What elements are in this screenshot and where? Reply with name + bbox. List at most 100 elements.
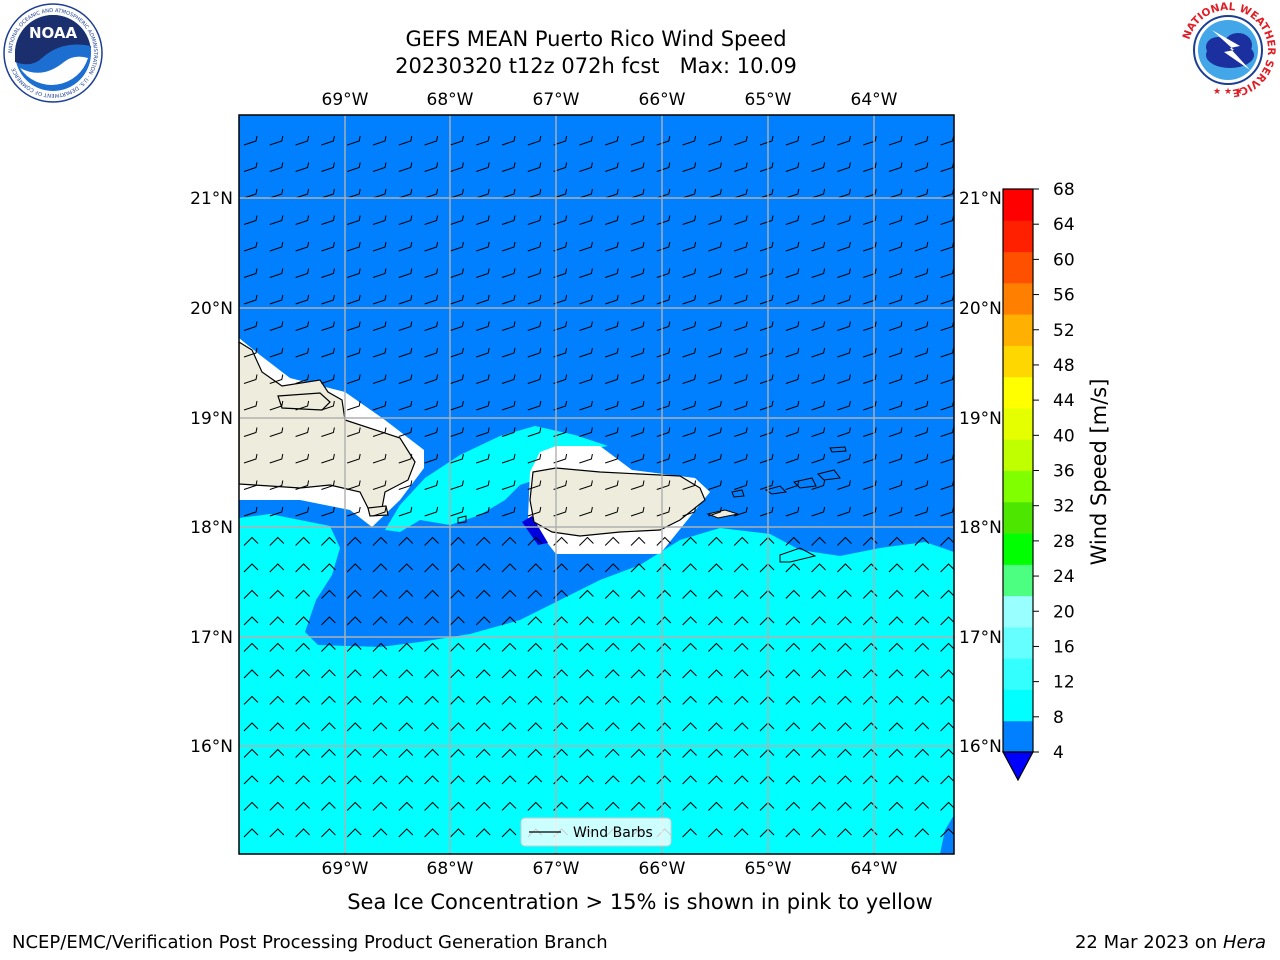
wind-barb bbox=[372, 162, 387, 172]
wind-barb bbox=[450, 135, 464, 146]
wind-barb bbox=[579, 347, 593, 358]
wind-barb bbox=[785, 427, 800, 437]
colorbar-tick-label: 60 bbox=[1053, 250, 1075, 270]
wind-barb bbox=[630, 536, 646, 546]
wind-barb bbox=[243, 268, 258, 278]
wind-barb bbox=[888, 188, 903, 199]
wind-barb bbox=[759, 321, 774, 331]
wind-barb bbox=[269, 374, 284, 384]
wind-barb bbox=[785, 294, 800, 305]
wind-barb bbox=[630, 748, 646, 758]
wind-barb bbox=[372, 589, 388, 599]
wind-barb bbox=[888, 722, 904, 732]
wind-barb bbox=[527, 775, 543, 785]
wind-barb bbox=[501, 400, 516, 411]
wind-barb bbox=[321, 188, 335, 199]
wind-barb bbox=[656, 695, 672, 705]
wind-barb bbox=[501, 563, 517, 573]
wind-barb bbox=[785, 268, 800, 278]
lat-label-left: 17°N bbox=[190, 628, 233, 648]
wind-barb bbox=[553, 427, 568, 437]
wind-barb bbox=[321, 453, 335, 464]
colorbar-segment bbox=[1003, 407, 1033, 440]
wind-barb bbox=[527, 215, 542, 225]
lat-label-left: 19°N bbox=[190, 409, 233, 429]
wind-barb bbox=[321, 480, 335, 490]
wind-barb bbox=[295, 268, 310, 278]
wind-barb bbox=[759, 400, 774, 411]
wind-barb bbox=[708, 695, 723, 705]
wind-barb bbox=[734, 453, 748, 464]
wind-barb bbox=[837, 241, 851, 252]
colorbar-tick-label: 40 bbox=[1053, 426, 1075, 446]
wind-barb bbox=[347, 162, 361, 172]
wind-barb bbox=[321, 775, 336, 785]
wind-barb bbox=[759, 374, 774, 384]
wind-barb bbox=[321, 616, 336, 626]
wind-barb bbox=[321, 321, 335, 331]
wind-barb bbox=[888, 294, 903, 305]
wind-barb bbox=[269, 135, 284, 146]
wind-barb bbox=[527, 695, 543, 705]
wind-barb bbox=[888, 241, 903, 252]
wind-barb bbox=[888, 536, 904, 546]
colorbar-segment bbox=[1003, 658, 1033, 690]
wind-barb bbox=[888, 162, 903, 172]
wind-barb bbox=[605, 480, 619, 490]
wind-barb bbox=[708, 722, 723, 732]
wind-barb bbox=[940, 642, 954, 652]
wind-barb bbox=[372, 828, 388, 838]
wind-barb bbox=[862, 669, 878, 679]
wind-barb bbox=[398, 642, 414, 652]
wind-barb bbox=[450, 480, 464, 490]
wind-barb bbox=[527, 480, 542, 490]
wind-barb bbox=[604, 801, 620, 811]
wind-barb bbox=[269, 589, 285, 599]
wind-barb bbox=[372, 321, 387, 331]
wind-barb bbox=[527, 801, 543, 811]
wind-barb bbox=[888, 748, 904, 758]
wind-barb bbox=[579, 589, 594, 599]
wind-barb bbox=[811, 480, 826, 490]
wind-barb bbox=[269, 536, 285, 546]
wind-barb bbox=[527, 642, 543, 652]
wind-barb bbox=[398, 374, 413, 384]
wind-barb bbox=[605, 215, 619, 225]
wind-barb bbox=[630, 400, 645, 411]
lon-label-top: 64°W bbox=[851, 90, 898, 110]
wind-barb bbox=[501, 589, 517, 599]
wind-barb bbox=[605, 347, 619, 358]
wind-barb bbox=[604, 642, 620, 652]
wind-barb bbox=[424, 669, 439, 679]
wind-barb bbox=[398, 722, 414, 732]
wind-barb bbox=[553, 347, 568, 358]
wind-barb bbox=[862, 616, 878, 626]
wind-barb bbox=[398, 347, 413, 358]
wind-barb bbox=[837, 669, 852, 679]
wind-barb bbox=[527, 427, 542, 437]
wind-barb bbox=[862, 775, 878, 785]
wind-barb bbox=[424, 347, 439, 358]
colorbar-tick-label: 44 bbox=[1053, 391, 1075, 411]
wind-barb bbox=[708, 374, 722, 384]
wind-barb bbox=[708, 828, 723, 838]
wind-barb bbox=[837, 374, 851, 384]
wind-barb bbox=[372, 536, 388, 546]
wind-barb bbox=[656, 536, 672, 546]
wind-barb bbox=[656, 775, 672, 785]
wind-barb bbox=[759, 347, 774, 358]
wind-barb bbox=[295, 748, 310, 758]
wind-barb bbox=[501, 616, 517, 626]
wind-barb bbox=[682, 321, 697, 331]
wind-barb bbox=[811, 321, 826, 331]
wind-barb bbox=[656, 722, 672, 732]
ocean-moderate-wind bbox=[239, 514, 954, 854]
wind-barb bbox=[476, 427, 490, 437]
wind-barb bbox=[914, 321, 929, 331]
wind-barb bbox=[605, 241, 619, 252]
wind-barb bbox=[811, 722, 826, 732]
wind-barb bbox=[682, 828, 697, 838]
wind-barb bbox=[243, 695, 259, 705]
wind-barb bbox=[630, 347, 645, 358]
wind-barb bbox=[321, 669, 336, 679]
